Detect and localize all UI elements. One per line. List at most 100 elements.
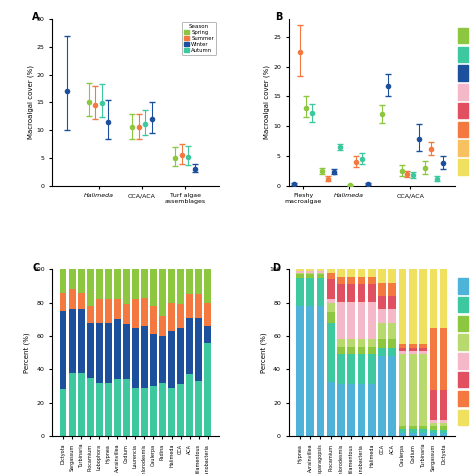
FancyBboxPatch shape: [458, 410, 468, 425]
Bar: [186, 318, 193, 374]
Bar: [440, 269, 447, 328]
Bar: [132, 269, 139, 299]
Bar: [195, 269, 202, 294]
Bar: [358, 339, 365, 346]
Bar: [368, 269, 375, 277]
Bar: [368, 277, 375, 284]
Bar: [358, 302, 365, 339]
Bar: [69, 373, 75, 436]
Y-axis label: Percent (%): Percent (%): [260, 332, 266, 373]
Bar: [389, 309, 396, 323]
Bar: [159, 269, 166, 316]
Bar: [195, 294, 202, 318]
Bar: [123, 269, 130, 304]
Bar: [409, 347, 417, 351]
Bar: [78, 269, 84, 292]
Bar: [378, 339, 386, 347]
Bar: [409, 351, 417, 355]
Bar: [168, 331, 175, 388]
Bar: [327, 303, 335, 311]
Y-axis label: Percent (%): Percent (%): [24, 332, 30, 373]
Bar: [409, 426, 417, 429]
Bar: [347, 284, 355, 302]
Bar: [296, 278, 304, 306]
Bar: [306, 306, 314, 436]
Bar: [306, 271, 314, 273]
FancyBboxPatch shape: [458, 122, 468, 137]
Bar: [409, 433, 417, 436]
Y-axis label: Macroalgal cover (%): Macroalgal cover (%): [264, 65, 270, 139]
Bar: [347, 354, 355, 384]
Bar: [177, 384, 184, 436]
Bar: [105, 269, 112, 299]
Bar: [389, 296, 396, 309]
Bar: [337, 302, 345, 339]
Bar: [150, 386, 157, 436]
FancyBboxPatch shape: [458, 316, 468, 331]
Bar: [358, 284, 365, 302]
Bar: [378, 323, 386, 339]
Bar: [419, 344, 427, 347]
Bar: [347, 346, 355, 354]
Bar: [429, 328, 437, 390]
Bar: [378, 269, 386, 283]
FancyBboxPatch shape: [458, 372, 468, 387]
Bar: [141, 326, 148, 388]
Legend: Spring, Summer, Winter, Autumn: Spring, Summer, Winter, Autumn: [182, 22, 216, 55]
Bar: [440, 433, 447, 436]
FancyBboxPatch shape: [458, 278, 468, 293]
Bar: [96, 323, 103, 383]
Bar: [368, 354, 375, 384]
Bar: [389, 339, 396, 347]
Bar: [358, 354, 365, 384]
Bar: [317, 271, 324, 273]
Bar: [306, 269, 314, 271]
Bar: [87, 306, 93, 323]
Bar: [337, 346, 345, 354]
Bar: [358, 346, 365, 354]
Bar: [399, 347, 406, 351]
Bar: [399, 351, 406, 355]
Bar: [399, 426, 406, 429]
FancyBboxPatch shape: [458, 28, 468, 43]
Bar: [327, 311, 335, 323]
Bar: [296, 273, 304, 274]
Bar: [87, 378, 93, 436]
Bar: [378, 356, 386, 436]
Bar: [419, 269, 427, 344]
Bar: [177, 328, 184, 384]
Bar: [419, 429, 427, 433]
Bar: [204, 326, 211, 343]
Bar: [306, 274, 314, 278]
FancyBboxPatch shape: [458, 65, 468, 81]
Bar: [105, 383, 112, 436]
Bar: [159, 383, 166, 436]
Bar: [399, 433, 406, 436]
Bar: [96, 269, 103, 299]
Bar: [429, 429, 437, 433]
Bar: [123, 304, 130, 324]
Bar: [132, 388, 139, 436]
Bar: [347, 277, 355, 284]
Bar: [409, 269, 417, 344]
Bar: [306, 278, 314, 306]
Bar: [150, 269, 157, 306]
Bar: [337, 284, 345, 302]
Bar: [150, 306, 157, 334]
Bar: [159, 316, 166, 336]
Bar: [368, 284, 375, 302]
Bar: [337, 384, 345, 436]
Bar: [378, 347, 386, 356]
Bar: [177, 269, 184, 304]
Bar: [389, 269, 396, 283]
Bar: [358, 277, 365, 284]
Bar: [368, 346, 375, 354]
Bar: [368, 384, 375, 436]
Bar: [141, 298, 148, 326]
Bar: [347, 384, 355, 436]
Bar: [123, 379, 130, 436]
Bar: [440, 419, 447, 423]
Bar: [168, 302, 175, 331]
Bar: [358, 384, 365, 436]
Bar: [440, 423, 447, 426]
